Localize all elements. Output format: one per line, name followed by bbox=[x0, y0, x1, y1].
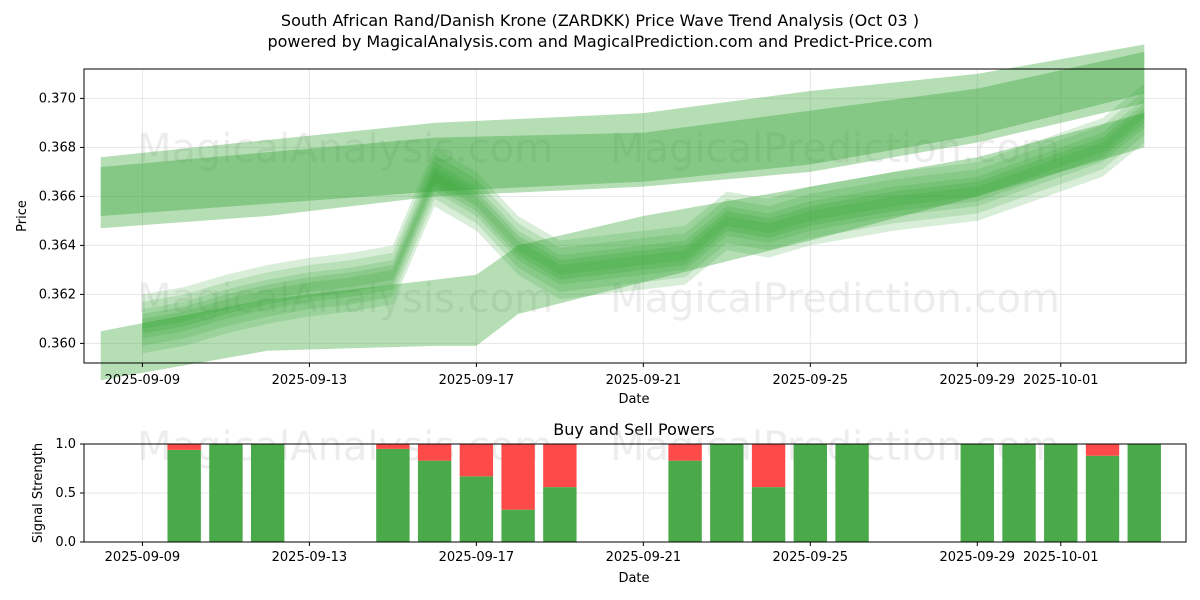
buy-bar bbox=[751, 487, 786, 542]
buy-sell-x-tick-label: 2025-10-01 bbox=[1023, 550, 1099, 565]
chart-title-line1: South African Rand/Danish Krone (ZARDKK)… bbox=[281, 11, 919, 30]
price-y-tick-label: 0.360 bbox=[39, 336, 76, 351]
watermark-top-right: MagicalPrediction.com bbox=[610, 126, 1060, 172]
buy-sell-x-tick-label: 2025-09-29 bbox=[940, 550, 1016, 565]
price-x-tick-label: 2025-09-29 bbox=[940, 373, 1016, 388]
buy-bar bbox=[250, 444, 285, 542]
lower-trend-band bbox=[100, 113, 1145, 381]
price-bands bbox=[100, 44, 1145, 381]
buy-bar bbox=[835, 444, 869, 542]
buy-sell-bars bbox=[167, 444, 1161, 542]
price-y-ticks: 0.360 0.362 0.364 0.366 0.368 0.370 bbox=[39, 91, 84, 351]
price-x-ticks: 2025-09-09 2025-09-13 2025-09-17 2025-09-21… bbox=[105, 363, 1099, 388]
price-x-axis-label: Date bbox=[618, 392, 649, 407]
buy-bar bbox=[417, 460, 452, 542]
sell-bar bbox=[459, 444, 494, 477]
buy-sell-title: Buy and Sell Powers bbox=[553, 420, 715, 439]
buy-bar bbox=[710, 444, 744, 542]
price-wave-chart: MagicalAnalysis.com MagicalPrediction.co… bbox=[15, 44, 1187, 407]
buy-bar bbox=[543, 487, 577, 542]
buy-bar bbox=[167, 449, 201, 542]
sell-bar bbox=[376, 444, 410, 449]
price-axes-frame bbox=[83, 68, 1187, 364]
price-y-tick-label: 0.364 bbox=[39, 238, 76, 253]
price-x-tick-label: 2025-09-13 bbox=[272, 373, 348, 388]
upper-trend-band bbox=[100, 51, 1145, 216]
buy-sell-x-tick-label: 2025-09-21 bbox=[606, 550, 682, 565]
buy-sell-y-tick-label: 0.0 bbox=[55, 535, 76, 550]
buy-bar bbox=[793, 444, 828, 542]
buy-bar bbox=[668, 460, 702, 542]
price-y-tick-label: 0.366 bbox=[39, 189, 76, 204]
price-wave-ribbon bbox=[142, 108, 1145, 329]
buy-sell-y-tick-label: 1.0 bbox=[55, 437, 76, 452]
price-wave-ribbon bbox=[142, 98, 1145, 339]
price-x-tick-label: 2025-09-17 bbox=[439, 373, 515, 388]
price-y-tick-label: 0.362 bbox=[39, 287, 76, 302]
buy-sell-x-tick-label: 2025-09-09 bbox=[105, 550, 181, 565]
price-x-tick-label: 2025-09-09 bbox=[105, 373, 181, 388]
sell-bar bbox=[417, 444, 452, 461]
upper-trend-band-2 bbox=[100, 44, 1145, 229]
buy-sell-y-ticks: 0.0 0.5 1.0 bbox=[55, 437, 84, 550]
buy-sell-x-tick-label: 2025-09-25 bbox=[773, 550, 849, 565]
buy-sell-x-tick-label: 2025-09-13 bbox=[272, 550, 348, 565]
sell-bar bbox=[1085, 444, 1120, 456]
chart-title-line2: powered by MagicalAnalysis.com and Magic… bbox=[267, 32, 932, 51]
price-y-axis-label: Price bbox=[15, 200, 30, 232]
buy-bar bbox=[1127, 444, 1161, 542]
buy-bar bbox=[501, 509, 535, 542]
buy-sell-x-ticks: 2025-09-09 2025-09-13 2025-09-17 2025-09-21… bbox=[105, 542, 1099, 565]
watermark-mid-left: MagicalAnalysis.com bbox=[137, 276, 553, 322]
price-x-tick-label: 2025-09-25 bbox=[773, 373, 849, 388]
buy-bar bbox=[1044, 444, 1078, 542]
buy-bar bbox=[209, 444, 243, 542]
price-grid bbox=[84, 69, 1186, 363]
watermark-mid-right: MagicalPrediction.com bbox=[610, 276, 1060, 322]
price-x-tick-label: 2025-09-21 bbox=[606, 373, 682, 388]
price-y-tick-label: 0.368 bbox=[39, 140, 76, 155]
sell-bar bbox=[501, 444, 535, 510]
buy-sell-x-tick-label: 2025-09-17 bbox=[439, 550, 515, 565]
price-wave-ribbon bbox=[142, 83, 1145, 354]
buy-sell-y-tick-label: 0.5 bbox=[55, 486, 76, 501]
buy-bar bbox=[960, 444, 994, 542]
sell-bar bbox=[167, 444, 201, 450]
watermark-top-left: MagicalAnalysis.com bbox=[137, 126, 553, 172]
sell-bar bbox=[668, 444, 702, 461]
buy-bar bbox=[376, 448, 410, 542]
buy-bar bbox=[1002, 444, 1036, 542]
buy-sell-chart: Buy and Sell Powers MagicalAnalysis.com … bbox=[31, 420, 1187, 586]
buy-sell-y-axis-label: Signal Strength bbox=[31, 443, 46, 543]
buy-sell-x-axis-label: Date bbox=[618, 571, 649, 586]
price-wave-ribbon bbox=[142, 103, 1145, 334]
price-wave-ribbon bbox=[142, 91, 1145, 346]
sell-bar bbox=[751, 444, 786, 488]
buy-bar bbox=[1085, 455, 1120, 542]
buy-bar bbox=[459, 476, 494, 542]
price-x-tick-label: 2025-10-01 bbox=[1023, 373, 1099, 388]
sell-bar bbox=[543, 444, 577, 488]
price-y-tick-label: 0.370 bbox=[39, 91, 76, 106]
